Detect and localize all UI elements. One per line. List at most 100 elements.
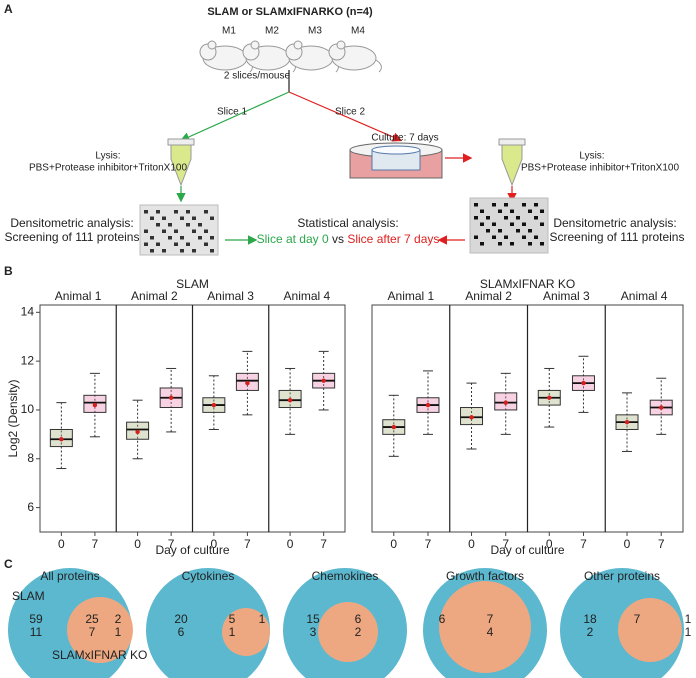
- mean: [321, 378, 326, 383]
- tubes: [167, 138, 526, 187]
- mean: [135, 429, 140, 435]
- array-spot: [522, 235, 526, 239]
- array-spot: [498, 209, 502, 213]
- venn-count: 15: [306, 612, 320, 626]
- array-spot: [192, 229, 196, 233]
- array-spot: [180, 216, 184, 220]
- group-label: Animal 3: [543, 289, 590, 303]
- mean: [425, 402, 431, 408]
- y-tick-label: 14: [21, 304, 35, 318]
- array-spot: [516, 216, 520, 220]
- array-spot: [156, 242, 160, 246]
- x-tick-label: 7: [425, 537, 432, 551]
- venn-count-ko: 2: [587, 625, 594, 639]
- array-spot: [504, 216, 508, 220]
- array-spot: [492, 203, 496, 207]
- stat-vs: vs: [332, 232, 344, 246]
- venn-count: 7: [487, 612, 494, 626]
- venn-count: 25: [85, 612, 99, 626]
- x-tick-label: 7: [580, 537, 587, 551]
- y-tick-label: 12: [21, 353, 35, 367]
- venn-count: 18: [583, 612, 597, 626]
- mean: [59, 437, 64, 442]
- densito-text: Screening of 111 proteins: [550, 230, 685, 244]
- y-tick-label: 10: [21, 402, 35, 416]
- venn-count-ko: 6: [178, 625, 185, 639]
- venn-ko-label: SLAMxIFNAR KO: [52, 648, 147, 662]
- mean: [547, 395, 552, 400]
- venn-count: 6: [355, 612, 362, 626]
- group-label: Animal 2: [131, 289, 178, 303]
- array-spot: [534, 203, 538, 207]
- mean: [503, 400, 508, 405]
- lysis-text: Lysis:: [95, 151, 120, 162]
- lysis-text: Lysis:: [579, 151, 604, 162]
- panel-label: B: [4, 264, 13, 278]
- x-axis-label: Day of culture: [155, 543, 229, 557]
- array-spot: [174, 242, 178, 246]
- venn-count-ko: 1: [229, 625, 236, 639]
- array-spot: [516, 229, 520, 233]
- lysis-text: PBS+Protease inhibitor+TritonX100: [521, 163, 679, 174]
- array-spot: [198, 236, 202, 240]
- x-tick-label: 7: [320, 537, 327, 551]
- slice-label: Slice 2: [335, 107, 365, 118]
- array-spot: [180, 249, 184, 253]
- venn-count-ko: 1: [685, 625, 692, 639]
- x-tick-label: 7: [168, 537, 175, 551]
- lysis-text: PBS+Protease inhibitor+TritonX100: [29, 163, 187, 174]
- array-spot: [162, 229, 166, 233]
- array-spot: [534, 235, 538, 239]
- stat-day0: Slice at day 0: [257, 232, 329, 246]
- array-spot: [150, 236, 154, 240]
- densito-text: Densitometric analysis:: [10, 216, 133, 230]
- densito-text: Screening of 111 proteins: [5, 230, 140, 244]
- stat-title: Statistical analysis:: [297, 216, 398, 230]
- slices-text: 2 slices/mouse: [224, 71, 291, 82]
- array-spot: [210, 216, 214, 220]
- array-spot: [492, 235, 496, 239]
- mean: [469, 415, 474, 420]
- array-spot: [210, 236, 214, 240]
- chart-title: SLAMxIFNAR KO: [480, 277, 575, 291]
- array-spot: [474, 203, 478, 207]
- array-spot: [162, 249, 166, 253]
- mean: [581, 380, 586, 386]
- mouse-label: M3: [308, 26, 322, 37]
- venn-count: 6: [439, 612, 446, 626]
- array-spot: [480, 242, 484, 246]
- venn-count-ko: 1: [115, 625, 122, 639]
- slice-label: Slice 1: [217, 107, 247, 118]
- mean: [624, 419, 630, 425]
- array-spot: [528, 229, 532, 233]
- venn-count-ko: 3: [310, 625, 317, 639]
- array-spot: [204, 242, 208, 246]
- array-spot: [522, 203, 526, 207]
- array-spot: [486, 216, 490, 220]
- mean: [391, 424, 396, 430]
- array-spot: [486, 229, 490, 233]
- mouse-label: M1: [222, 26, 236, 37]
- group-label: Animal 4: [284, 289, 331, 303]
- chart-title: SLAM: [176, 277, 209, 291]
- mean: [245, 380, 250, 386]
- group-label: Animal 3: [207, 289, 254, 303]
- venn-count: 1: [259, 612, 266, 626]
- array-spot: [186, 210, 190, 214]
- array-spot: [480, 222, 484, 226]
- array-spot: [144, 229, 148, 233]
- mice: [199, 40, 382, 73]
- array-spot: [150, 249, 154, 253]
- stat-day7: Slice after 7 days: [347, 232, 439, 246]
- x-tick-label: 0: [134, 537, 141, 551]
- array-spot: [540, 242, 544, 246]
- mouse-label: M2: [265, 26, 279, 37]
- x-axis-label: Day of culture: [490, 543, 564, 557]
- array-spot: [510, 209, 514, 213]
- panel-label: C: [4, 557, 13, 571]
- culture-text: Culture: 7 days: [371, 133, 438, 144]
- array-spot: [474, 235, 478, 239]
- venn-title: Cytokines: [182, 569, 235, 583]
- array-spot: [504, 203, 508, 207]
- venn-count: 7: [634, 612, 641, 626]
